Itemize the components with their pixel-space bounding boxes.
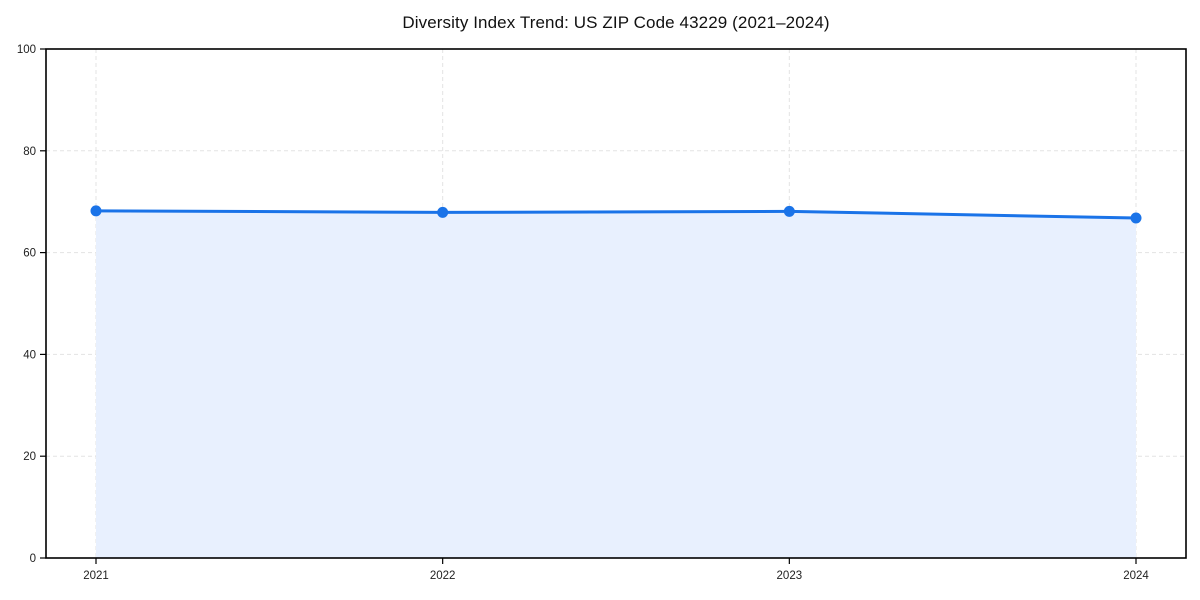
- y-tick-label: 0: [30, 553, 36, 565]
- y-tick-label: 40: [23, 349, 36, 361]
- data-point: [437, 206, 449, 218]
- data-point: [1130, 212, 1142, 224]
- y-tick-label: 60: [23, 248, 36, 260]
- chart-title: Diversity Index Trend: US ZIP Code 43229…: [402, 13, 830, 32]
- area-fill: [96, 210, 1136, 558]
- x-tick-label: 2022: [430, 570, 456, 582]
- y-tick-label: 100: [17, 44, 36, 56]
- x-tick-label: 2024: [1123, 570, 1149, 582]
- data-line: [94, 209, 1138, 220]
- y-tick-label: 80: [23, 146, 36, 158]
- data-point: [783, 205, 795, 217]
- y-tick-label: 20: [23, 451, 36, 463]
- data-point: [90, 205, 102, 217]
- x-tick-label: 2021: [83, 570, 109, 582]
- axes-frame: [45, 48, 1187, 559]
- x-tick-label: 2023: [777, 570, 803, 582]
